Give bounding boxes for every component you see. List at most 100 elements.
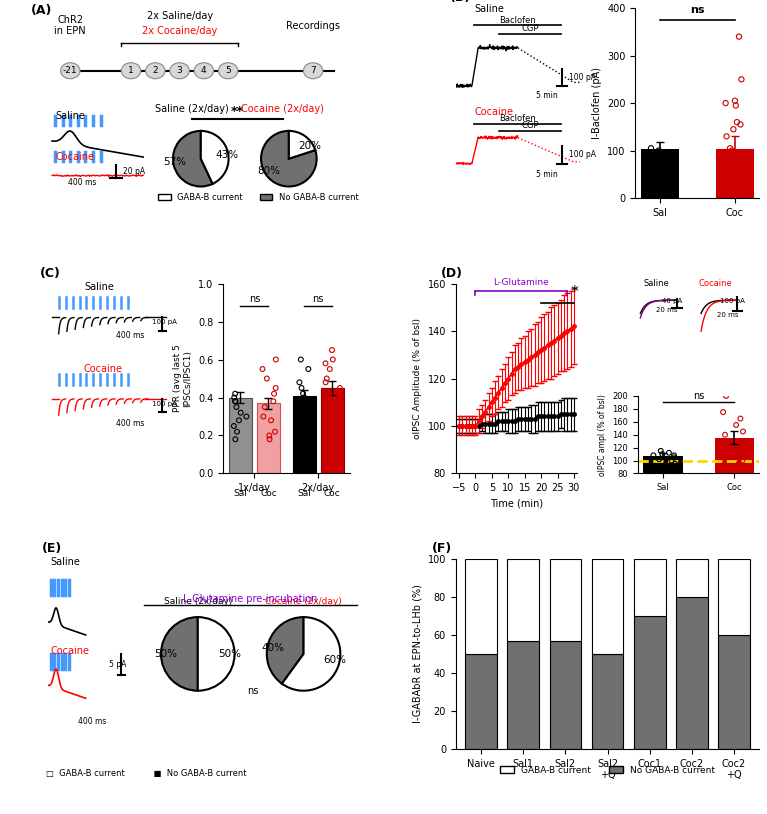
Point	[736, 435, 748, 448]
Point	[268, 387, 280, 400]
Wedge shape	[173, 131, 212, 186]
Point	[724, 142, 736, 155]
Point	[299, 419, 311, 432]
Y-axis label: I-GABAbR at EPN-to-LHb (%): I-GABAbR at EPN-to-LHb (%)	[412, 584, 422, 724]
Text: (B): (B)	[449, 0, 471, 4]
Text: Saline: Saline	[644, 278, 670, 288]
Wedge shape	[267, 617, 304, 684]
Point	[269, 382, 281, 395]
Text: Cocaine: Cocaine	[474, 107, 513, 117]
Point	[229, 433, 242, 446]
Point	[732, 457, 745, 470]
Text: 40 pA: 40 pA	[662, 299, 683, 304]
Text: Cocaine (2x/day): Cocaine (2x/day)	[242, 104, 324, 114]
Text: 100 pA: 100 pA	[568, 151, 595, 160]
Point	[267, 395, 279, 408]
Point	[263, 429, 275, 442]
Point	[651, 154, 663, 167]
Point	[719, 97, 732, 110]
Text: ns: ns	[247, 685, 258, 696]
X-axis label: Time (min): Time (min)	[490, 499, 543, 509]
Text: Saline (2x/day): Saline (2x/day)	[155, 104, 229, 114]
Circle shape	[194, 63, 213, 79]
Text: 7: 7	[311, 66, 316, 75]
Text: Baclofen: Baclofen	[499, 15, 536, 24]
Point	[257, 410, 269, 423]
Text: 400 ms: 400 ms	[68, 177, 97, 187]
Bar	[592, 654, 624, 749]
Point	[739, 156, 752, 169]
Text: 5: 5	[225, 66, 231, 75]
Wedge shape	[282, 617, 341, 691]
Point	[732, 30, 745, 43]
Bar	[508, 641, 539, 749]
Text: 57%: 57%	[163, 157, 186, 167]
Text: 100 pA: 100 pA	[568, 72, 595, 81]
Point	[292, 400, 304, 414]
Bar	[550, 641, 581, 749]
Point	[329, 410, 341, 423]
Point	[331, 395, 343, 408]
Text: 43%: 43%	[216, 151, 239, 160]
Point	[231, 425, 243, 438]
Text: Cocaine: Cocaine	[699, 278, 732, 288]
Bar	[293, 396, 316, 474]
Text: 4: 4	[201, 66, 206, 75]
Bar	[550, 559, 581, 641]
Legend: GABA-B current, No GABA-B current: GABA-B current, No GABA-B current	[155, 190, 362, 205]
Text: ns: ns	[249, 295, 260, 304]
Point	[334, 382, 346, 395]
Point	[665, 454, 677, 467]
Point	[669, 457, 681, 470]
Point	[656, 448, 668, 461]
Text: Sal: Sal	[233, 489, 247, 498]
Text: 2: 2	[153, 66, 158, 75]
Wedge shape	[201, 131, 229, 184]
Text: CGP: CGP	[522, 121, 539, 130]
Text: (D): (D)	[441, 267, 463, 280]
Point	[229, 395, 242, 408]
Text: L-Glutamine pre-incubation: L-Glutamine pre-incubation	[183, 594, 318, 604]
Point	[263, 433, 275, 446]
Point	[729, 94, 741, 107]
Bar	[716, 149, 754, 198]
Point	[228, 419, 240, 432]
Point	[648, 149, 660, 162]
Point	[321, 372, 333, 385]
Point	[653, 453, 665, 466]
Point	[654, 147, 667, 160]
Point	[719, 428, 731, 441]
Bar	[257, 403, 280, 474]
Point	[726, 144, 738, 157]
Point	[730, 418, 742, 431]
Title: Saline (2x/day): Saline (2x/day)	[163, 597, 232, 606]
Text: 20%: 20%	[298, 142, 321, 151]
Point	[663, 446, 675, 459]
Text: 50%: 50%	[155, 649, 177, 659]
Text: 5 pA: 5 pA	[109, 660, 126, 669]
Point	[645, 165, 657, 178]
Point	[330, 414, 342, 427]
Text: 100 pA: 100 pA	[720, 299, 746, 304]
Point	[654, 444, 667, 457]
Point	[731, 158, 743, 171]
Text: ChR2
in EPN: ChR2 in EPN	[54, 15, 86, 37]
Text: 400 ms: 400 ms	[116, 419, 144, 428]
Point	[320, 376, 332, 389]
Point	[228, 391, 240, 404]
Point	[720, 389, 732, 402]
Point	[295, 414, 307, 427]
Y-axis label: PPR (avg last 5
IPSCs/IPSC1): PPR (avg last 5 IPSCs/IPSC1)	[173, 344, 193, 413]
Point	[298, 391, 311, 404]
Point	[230, 400, 242, 414]
Text: 5 min: 5 min	[536, 91, 558, 100]
Text: 1: 1	[128, 66, 134, 75]
Point	[736, 454, 749, 467]
Point	[647, 449, 660, 462]
Text: Recordings: Recordings	[286, 20, 340, 31]
Text: Saline: Saline	[84, 282, 114, 292]
Wedge shape	[261, 131, 317, 186]
Point	[719, 444, 732, 457]
Point	[229, 395, 241, 408]
Bar	[466, 654, 497, 749]
